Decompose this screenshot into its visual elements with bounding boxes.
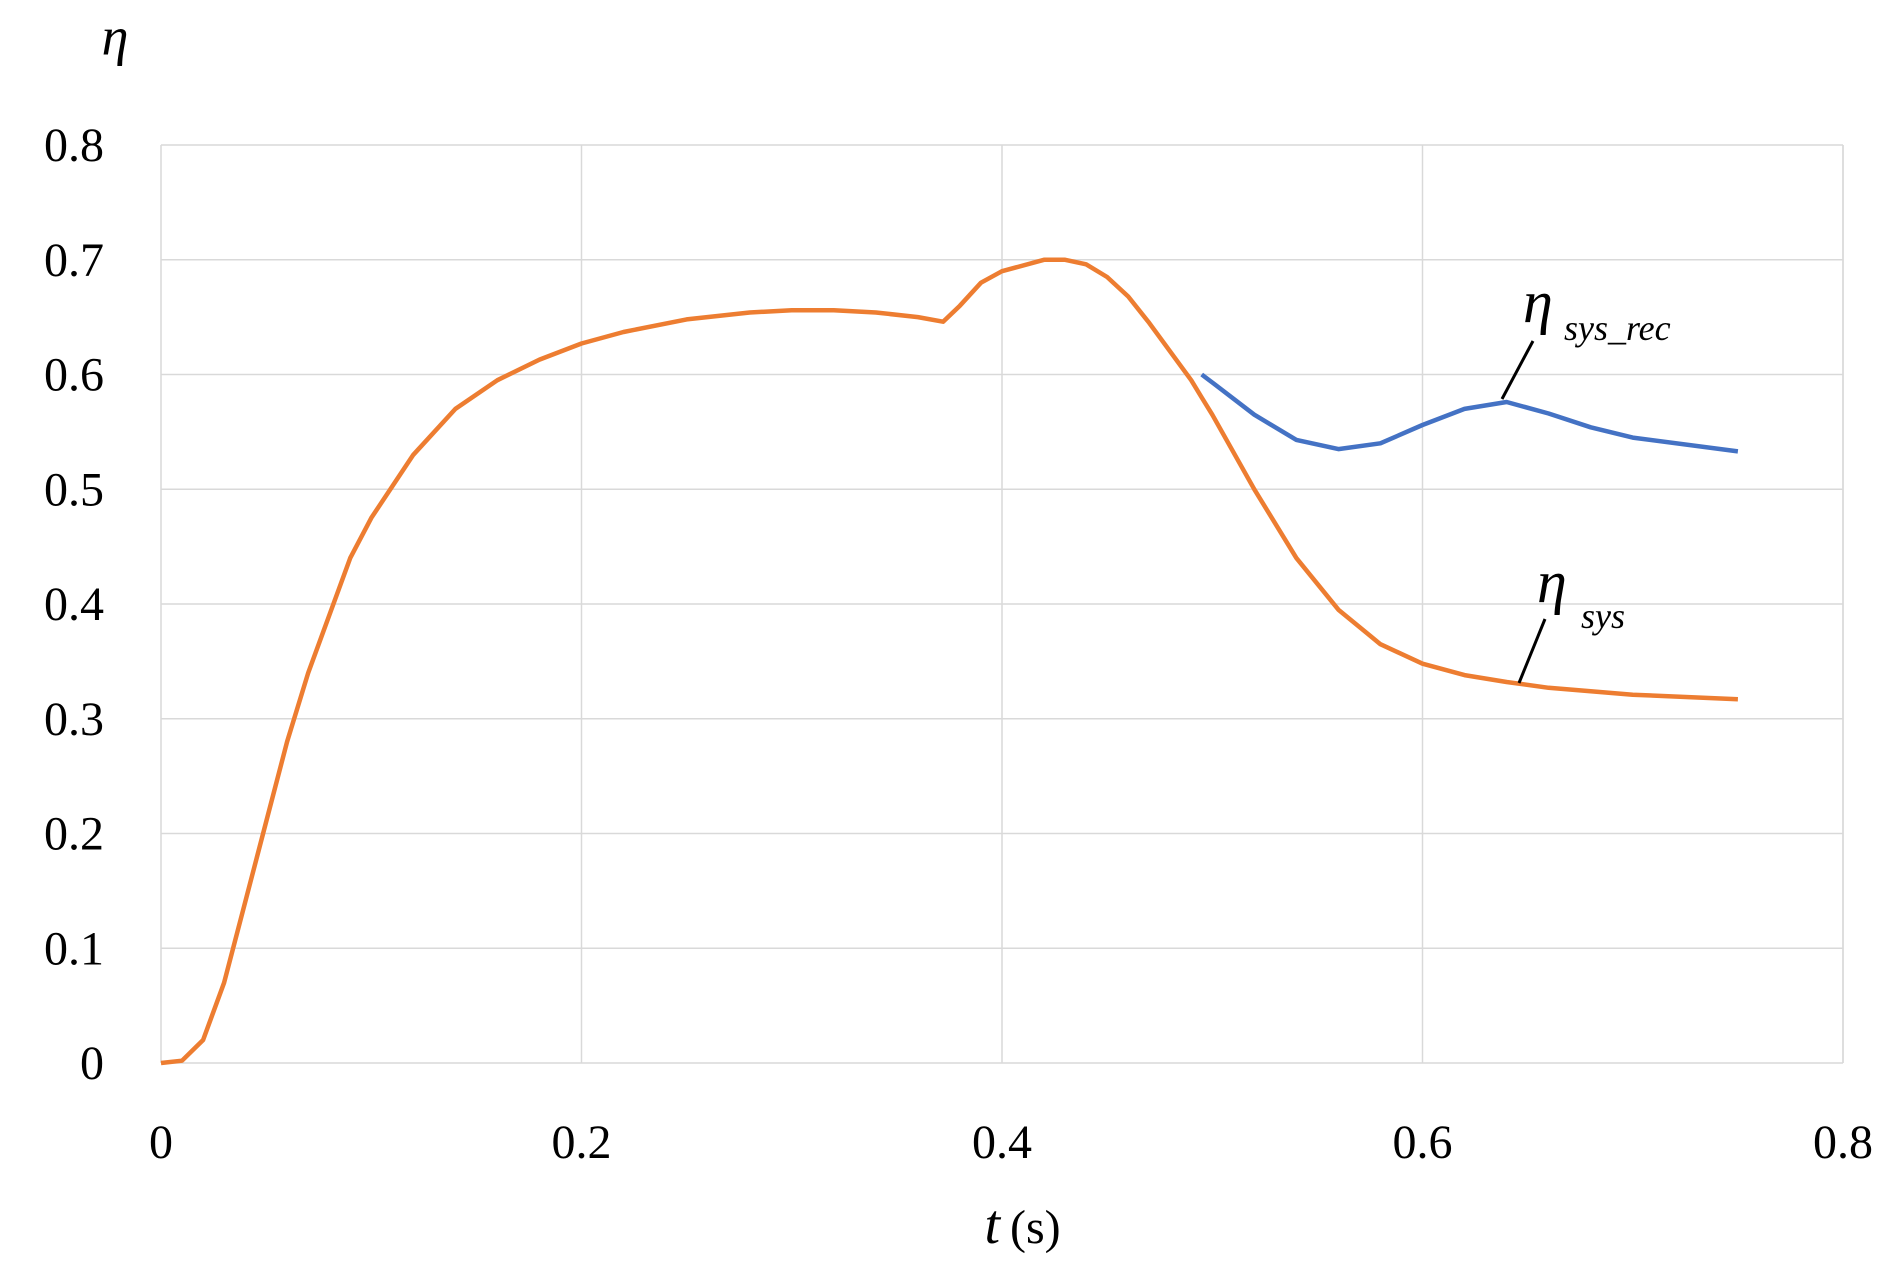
x-tick-label: 0.6 — [1393, 1116, 1453, 1169]
x-tick-label: 0.4 — [972, 1116, 1032, 1169]
x-axis-unit: (s) — [1010, 1201, 1061, 1254]
y-tick-label: 0.1 — [44, 922, 104, 975]
y-tick-label: 0.3 — [44, 693, 104, 746]
x-axis-label: t — [984, 1194, 1001, 1256]
x-tick-label: 0 — [149, 1116, 173, 1169]
y-tick-label: 0 — [80, 1037, 104, 1090]
y-axis-label: η — [102, 6, 129, 66]
y-tick-label: 0.7 — [44, 234, 104, 287]
leader-line — [1517, 618, 1547, 684]
y-tick-label: 0.8 — [44, 119, 104, 172]
series-label-subscript: sys — [1581, 596, 1625, 636]
x-tick-label: 0.2 — [552, 1116, 612, 1169]
y-tick-label: 0.2 — [44, 808, 104, 861]
series-line — [1200, 372, 1739, 454]
leader-line — [1500, 340, 1535, 400]
y-tick-label: 0.5 — [44, 463, 104, 516]
y-tick-label: 0.6 — [44, 349, 104, 402]
series-label: η — [1523, 269, 1553, 335]
series-label: η — [1537, 549, 1567, 615]
y-tick-label: 0.4 — [44, 578, 104, 631]
x-tick-label: 0.8 — [1813, 1116, 1873, 1169]
series-label-subscript: sys_rec — [1564, 308, 1671, 348]
series-line — [160, 257, 1738, 1066]
